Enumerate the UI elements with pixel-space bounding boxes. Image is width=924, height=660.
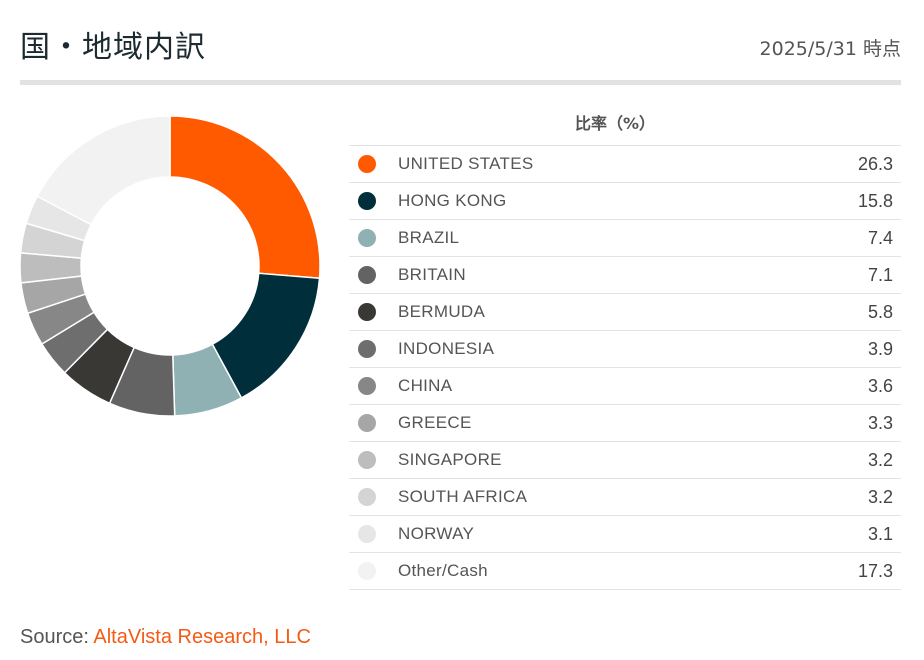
legend-row-hong-kong: HONG KONG 15.8: [349, 183, 901, 220]
header-divider: [20, 80, 901, 85]
legend-swatch-singapore: [358, 451, 376, 469]
legend-swatch-norway: [358, 525, 376, 543]
legend-value-britain: 7.1: [867, 265, 893, 285]
source-link[interactable]: AltaVista Research, LLC: [93, 626, 311, 648]
legend-swatch-greece: [358, 414, 376, 432]
legend-label-norway: NORWAY: [398, 524, 475, 543]
legend-swatch-south-africa: [358, 488, 376, 506]
legend-label-britain: BRITAIN: [398, 265, 466, 284]
legend-value-bermuda: 5.8: [867, 302, 893, 322]
legend-row-china: CHINA 3.6: [349, 368, 901, 405]
legend-label-bermuda: BERMUDA: [398, 302, 486, 321]
legend-value-south-africa: 3.2: [867, 487, 893, 507]
legend-value-norway: 3.1: [867, 524, 893, 544]
legend-row-south-africa: SOUTH AFRICA 3.2: [349, 479, 901, 516]
legend-value-brazil: 7.4: [867, 228, 893, 248]
legend-label-greece: GREECE: [398, 413, 472, 432]
legend-label-brazil: BRAZIL: [398, 228, 460, 247]
legend-value-china: 3.6: [867, 376, 893, 396]
legend-row-other-cash: Other/Cash 17.3: [349, 553, 901, 590]
legend-row-brazil: BRAZIL 7.4: [349, 220, 901, 257]
legend-swatch-china: [358, 377, 376, 395]
legend-table: 比率（%） UNITED STATES 26.3 HONG KONG 15.8 BRAZ…: [349, 103, 901, 590]
legend-value-greece: 3.3: [867, 413, 893, 433]
legend-swatch-brazil: [358, 229, 376, 247]
legend-value-singapore: 3.2: [867, 450, 893, 470]
legend-label-hong-kong: HONG KONG: [398, 191, 507, 210]
legend-row-singapore: SINGAPORE 3.2: [349, 442, 901, 479]
legend-value-indonesia: 3.9: [867, 339, 893, 359]
legend-swatch-hong-kong: [358, 192, 376, 210]
legend-row-indonesia: INDONESIA 3.9: [349, 331, 901, 368]
legend-swatch-united-states: [358, 155, 376, 173]
as-of-date: 2025/5/31 時点: [759, 38, 901, 60]
source-note: Source: AltaVista Research, LLC: [20, 626, 311, 649]
donut-slice-united-states: [169, 115, 321, 280]
legend-column-header: 比率（%）: [349, 103, 901, 146]
legend-row-united-states: UNITED STATES 26.3: [349, 146, 901, 183]
legend-label-singapore: SINGAPORE: [398, 450, 502, 469]
legend-row-bermuda: BERMUDA 5.8: [349, 294, 901, 331]
legend-swatch-bermuda: [358, 303, 376, 321]
legend-value-other-cash: 17.3: [857, 561, 893, 581]
legend-label-other-cash: Other/Cash: [398, 561, 488, 580]
legend-label-indonesia: INDONESIA: [398, 339, 495, 358]
legend-value-hong-kong: 15.8: [857, 191, 893, 211]
donut-chart: [19, 115, 321, 417]
legend-label-china: CHINA: [398, 376, 453, 395]
page-title: 国・地域内訳: [20, 30, 206, 65]
legend-row-britain: BRITAIN 7.1: [349, 257, 901, 294]
legend-label-south-africa: SOUTH AFRICA: [398, 487, 528, 506]
donut-slice-other-cash: [36, 115, 171, 226]
legend-swatch-britain: [358, 266, 376, 284]
legend-swatch-other-cash: [358, 562, 376, 580]
legend-swatch-indonesia: [358, 340, 376, 358]
legend-value-united-states: 26.3: [857, 154, 893, 174]
legend-row-norway: NORWAY 3.1: [349, 516, 901, 553]
header: 国・地域内訳 2025/5/31 時点: [20, 16, 901, 68]
legend-row-greece: GREECE 3.3: [349, 405, 901, 442]
legend-label-united-states: UNITED STATES: [398, 154, 534, 173]
source-label: Source:: [20, 626, 94, 648]
